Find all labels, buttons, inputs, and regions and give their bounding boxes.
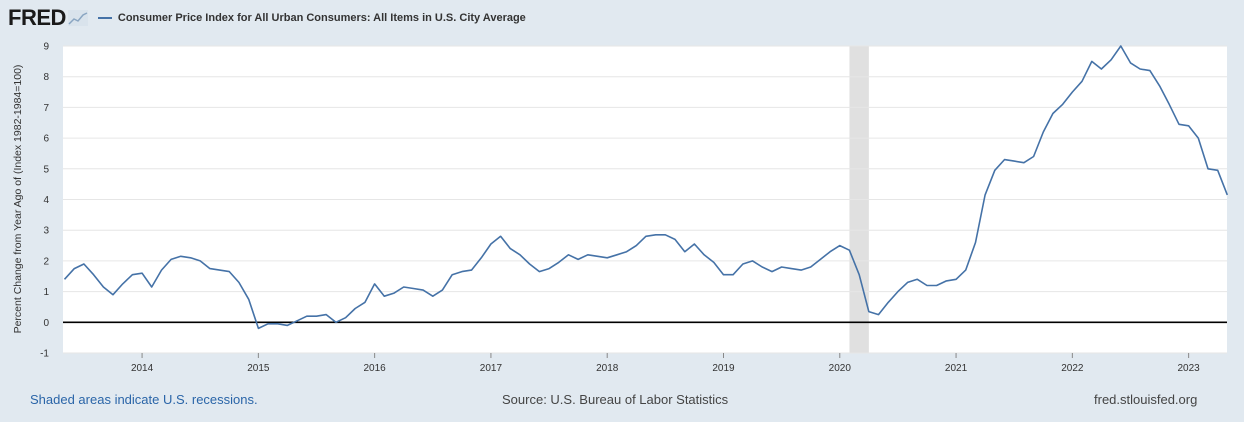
y-tick-label: -1 bbox=[40, 349, 49, 360]
x-tick-label: 2014 bbox=[131, 363, 154, 374]
y-tick-label: 2 bbox=[43, 256, 49, 267]
recession-note: Shaded areas indicate U.S. recessions. bbox=[30, 392, 258, 407]
y-tick-label: 0 bbox=[43, 318, 49, 329]
y-tick-label: 1 bbox=[43, 287, 49, 298]
y-tick-label: 6 bbox=[43, 134, 49, 145]
legend-series-title: Consumer Price Index for All Urban Consu… bbox=[117, 12, 526, 24]
y-tick-label: 5 bbox=[43, 164, 49, 175]
y-tick-label: 7 bbox=[43, 103, 49, 114]
x-tick-label: 2018 bbox=[596, 363, 619, 374]
x-tick-label: 2019 bbox=[712, 363, 735, 374]
x-tick-label: 2021 bbox=[945, 363, 968, 374]
y-tick-label: 8 bbox=[43, 72, 49, 83]
chart-header: FRED Consumer Price Index for All Urban … bbox=[8, 4, 526, 32]
x-tick-label: 2015 bbox=[247, 363, 270, 374]
site-link[interactable]: fred.stlouisfed.org bbox=[1094, 392, 1198, 407]
y-tick-label: 3 bbox=[43, 226, 49, 237]
x-tick-label: 2023 bbox=[1178, 363, 1201, 374]
y-axis-label: Percent Change from Year Ago of (Index 1… bbox=[12, 65, 24, 334]
x-tick-label: 2022 bbox=[1061, 363, 1084, 374]
source-note: Source: U.S. Bureau of Labor Statistics bbox=[502, 392, 729, 407]
fred-logo[interactable]: FRED bbox=[8, 5, 66, 30]
x-tick-label: 2016 bbox=[364, 363, 387, 374]
series-line bbox=[63, 45, 1229, 330]
y-tick-label: 9 bbox=[43, 42, 49, 53]
y-tick-label: 4 bbox=[43, 195, 49, 206]
legend-swatch bbox=[97, 17, 112, 19]
fred-graph-icon bbox=[67, 10, 88, 26]
x-tick-label: 2017 bbox=[480, 363, 503, 374]
x-tick-label: 2020 bbox=[829, 363, 852, 374]
line-chart: -1 0 1 2 3 4 5 6 7 8 9 2014 2015 2016 2017 2018 2019 202… bbox=[12, 42, 1229, 374]
